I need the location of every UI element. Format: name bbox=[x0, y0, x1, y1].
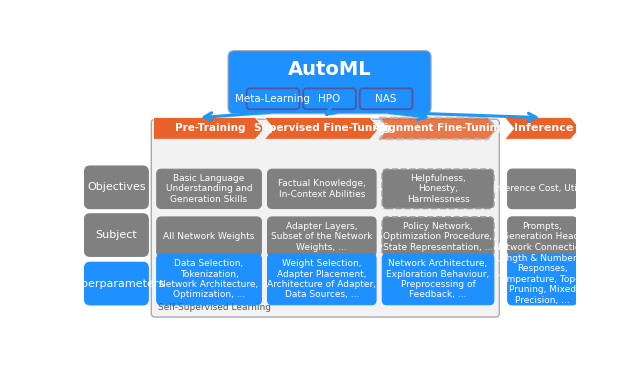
FancyBboxPatch shape bbox=[157, 217, 261, 256]
Text: Objectives: Objectives bbox=[87, 183, 146, 192]
FancyBboxPatch shape bbox=[84, 262, 148, 305]
Polygon shape bbox=[264, 118, 379, 139]
Text: Basic Language
Understanding and
Generation Skills: Basic Language Understanding and Generat… bbox=[166, 174, 252, 204]
FancyBboxPatch shape bbox=[84, 166, 148, 209]
Text: Pre-Training: Pre-Training bbox=[175, 123, 245, 133]
Text: Prompts,
Generation Head,
Network Connections: Prompts, Generation Head, Network Connec… bbox=[494, 222, 591, 252]
FancyBboxPatch shape bbox=[360, 89, 412, 109]
Text: HPO: HPO bbox=[319, 94, 340, 104]
Text: Hyperparameters: Hyperparameters bbox=[67, 278, 166, 289]
FancyBboxPatch shape bbox=[382, 254, 494, 305]
Text: Adapter Layers,
Subset of the Network
Weights, ...: Adapter Layers, Subset of the Network We… bbox=[271, 222, 372, 252]
FancyBboxPatch shape bbox=[268, 169, 376, 209]
FancyBboxPatch shape bbox=[508, 217, 577, 256]
Text: Supervised Fine-Tuning: Supervised Fine-Tuning bbox=[254, 123, 391, 133]
Text: Length & Number of
Responses,
Temperature, Top-K,
Pruning, Mixed
Precision, ...: Length & Number of Responses, Temperatur… bbox=[496, 254, 588, 305]
Text: Self-Supervised Learning: Self-Supervised Learning bbox=[158, 303, 271, 312]
FancyBboxPatch shape bbox=[157, 169, 261, 209]
FancyBboxPatch shape bbox=[268, 254, 376, 305]
Polygon shape bbox=[379, 118, 497, 139]
Text: Subject: Subject bbox=[95, 230, 138, 240]
Text: AutoML: AutoML bbox=[288, 60, 371, 79]
FancyBboxPatch shape bbox=[382, 217, 494, 256]
FancyBboxPatch shape bbox=[303, 89, 356, 109]
FancyBboxPatch shape bbox=[84, 214, 148, 256]
FancyBboxPatch shape bbox=[151, 119, 499, 317]
FancyBboxPatch shape bbox=[228, 51, 431, 114]
Polygon shape bbox=[154, 118, 264, 139]
Text: Weight Selection,
Adapter Placement,
Architecture of Adapter,
Data Sources, ...: Weight Selection, Adapter Placement, Arc… bbox=[268, 259, 376, 300]
Text: Network Architecture,
Exploration Behaviour,
Preprocessing of
Feedback, ...: Network Architecture, Exploration Behavi… bbox=[387, 259, 490, 300]
FancyBboxPatch shape bbox=[382, 169, 494, 209]
Text: Inference Cost, Utility: Inference Cost, Utility bbox=[493, 184, 591, 193]
Polygon shape bbox=[505, 118, 580, 139]
FancyBboxPatch shape bbox=[508, 169, 577, 209]
Text: Inference: Inference bbox=[513, 123, 573, 133]
Text: All Network Weights: All Network Weights bbox=[163, 232, 255, 241]
FancyBboxPatch shape bbox=[246, 89, 300, 109]
FancyBboxPatch shape bbox=[268, 217, 376, 256]
Text: Alignment Fine-Tuning: Alignment Fine-Tuning bbox=[373, 123, 505, 133]
Text: Meta-Learning: Meta-Learning bbox=[236, 94, 310, 104]
Text: NAS: NAS bbox=[376, 94, 397, 104]
Text: Helpfulness,
Honesty,
Harmlessness: Helpfulness, Honesty, Harmlessness bbox=[406, 174, 469, 204]
FancyBboxPatch shape bbox=[508, 254, 577, 305]
Text: Data Selection,
Tokenization,
Network Architecture,
Optimization, ...: Data Selection, Tokenization, Network Ar… bbox=[159, 259, 259, 300]
Text: Policy Network,
Optimization Procedure,
State Representation, ...: Policy Network, Optimization Procedure, … bbox=[383, 222, 493, 252]
Text: Factual Knowledge,
In-Context Abilities: Factual Knowledge, In-Context Abilities bbox=[278, 179, 365, 199]
FancyBboxPatch shape bbox=[157, 254, 261, 305]
